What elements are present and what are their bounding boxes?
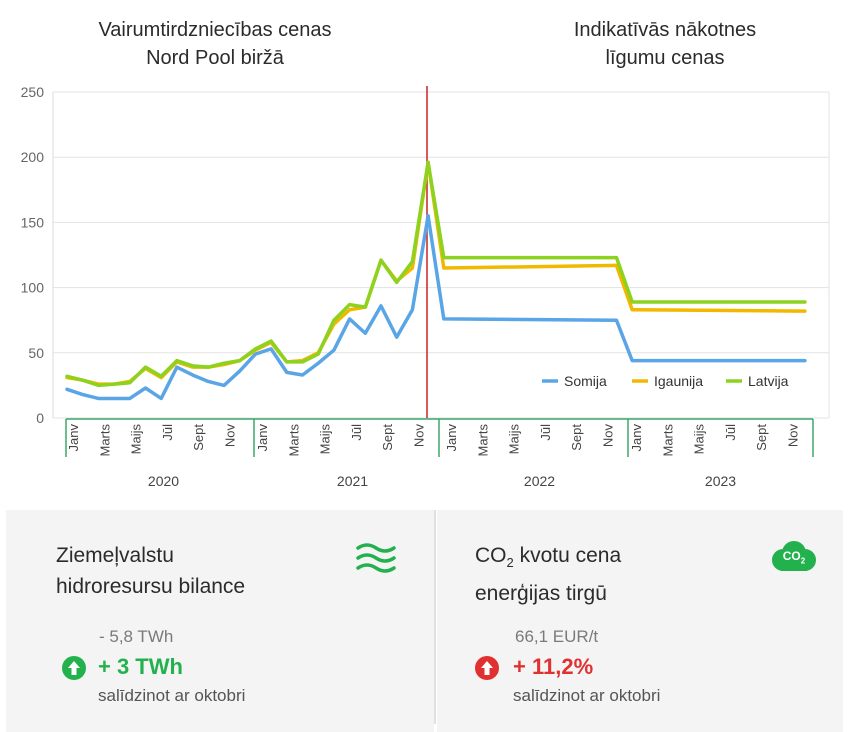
x-month-label: Sept [380,424,395,451]
x-year-label: 2020 [148,473,179,489]
x-month-label: Sept [191,424,206,451]
hydro-balance-card: Ziemeļvalstu hidroresursu bilance - 5,8 … [6,510,434,732]
x-year-label: 2021 [337,473,368,489]
left-title-line1: Vairumtirdzniecības cenas [98,19,332,41]
co2-previous-value: 66,1 EUR/t [515,627,599,646]
y-tick-label: 250 [21,84,45,100]
x-month-label: Maijs [507,424,522,455]
x-month-label: Janv [444,424,459,452]
co2-title-line1: CO2 kvotu cena [475,544,622,571]
series-line-igaunija-historical [65,160,430,386]
hydro-title-line2: hidroresursu bilance [56,575,246,598]
x-year-label: 2023 [705,473,736,489]
hydro-previous-value: - 5,8 TWh [99,627,174,646]
x-month-label: Jūl [160,424,175,441]
left-chart-title: Vairumtirdzniecības cenas Nord Pool birž… [65,16,365,72]
hydro-card-title: Ziemeļvalstu hidroresursu bilance [56,540,245,602]
y-tick-label: 50 [28,345,44,361]
y-tick-label: 0 [36,410,44,426]
x-month-label: Marts [475,424,490,457]
hydro-change-value: + 3 TWh [98,654,183,679]
card-divider [434,510,436,724]
co2-card-title: CO2 kvotu cena enerģijas tirgū [475,540,621,609]
x-month-label: Sept [569,424,584,451]
x-month-label: Marts [97,424,112,457]
co2-cloud-icon: CO2 [769,540,819,574]
y-tick-label: 150 [21,214,45,230]
x-year-label: 2022 [524,473,555,489]
y-tick-label: 200 [21,149,45,165]
x-month-label: Janv [255,424,270,452]
co2-change-value: + 11,2% [513,654,594,679]
legend-label: Igaunija [654,373,703,389]
co2-title-line2: enerģijas tirgū [475,582,607,606]
series-line-somija-historical [65,214,430,401]
x-month-label: Marts [660,424,675,457]
co2-compare-text: salīdzinot ar oktobri [513,686,661,705]
up-arrow-icon [62,656,86,680]
x-month-label: Jūl [723,424,738,441]
co2-icon-label: CO2 [782,549,806,566]
x-month-label: Jūl [349,424,364,441]
x-month-label: Maijs [129,424,144,455]
right-title-line2: līgumu cenas [605,47,725,69]
hydro-compare-text: salīdzinot ar oktobri [98,686,246,705]
y-tick-label: 100 [21,280,45,296]
x-month-label: Janv [66,424,81,452]
right-chart-title: Indikatīvās nākotnes līgumu cenas [510,16,820,72]
series-line-latvija-historical [65,160,430,388]
x-month-label: Marts [286,424,301,457]
x-month-label: Nov [601,424,616,448]
series-line-somija-forecast [426,214,807,363]
price-line-chart: 0 50 100 150 200 250 Somija Igaunija Latvija Janv… [21,84,830,489]
water-waves-icon [356,543,396,573]
x-month-label: Janv [629,424,644,452]
x-month-label: Maijs [692,424,707,455]
left-title-line2: Nord Pool biržā [146,47,284,69]
x-month-label: Sept [754,424,769,451]
x-month-label: Nov [223,424,238,448]
co2-price-card: CO2 kvotu cena enerģijas tirgū CO2 66,1 … [437,510,843,732]
x-month-label: Nov [412,424,427,448]
series-line-igaunija-forecast [426,160,807,313]
legend-label: Latvija [748,373,789,389]
x-month-label: Nov [786,424,801,448]
right-title-line1: Indikatīvās nākotnes [573,19,757,41]
x-month-label: Maijs [318,424,333,455]
up-arrow-icon [475,656,499,680]
series-line-latvija-forecast [426,160,807,304]
legend-label: Somija [564,373,607,389]
hydro-title-line1: Ziemeļvalstu [56,544,174,567]
x-month-label: Jūl [538,424,553,441]
